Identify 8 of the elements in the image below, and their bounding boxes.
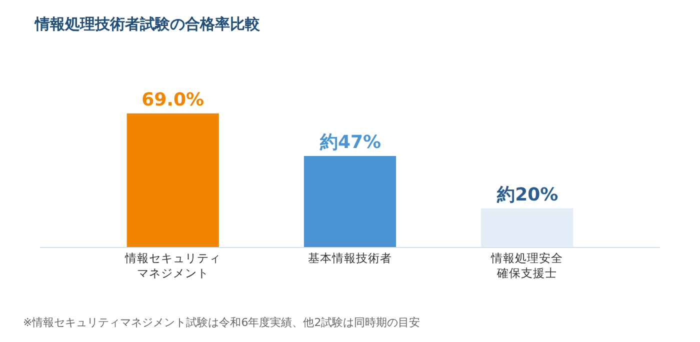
chart-title: 情報処理技術者試験の合格率比較 bbox=[34, 15, 261, 34]
x-tick-label: 情報処理安全確保支援士 bbox=[490, 250, 564, 280]
data-label: 約47% bbox=[318, 132, 382, 153]
x-tick-label: 基本情報技術者 bbox=[308, 250, 392, 265]
data-label: 約20% bbox=[496, 184, 558, 206]
data-label: 69.0% bbox=[142, 89, 204, 110]
x-tick-label: 情報セキュリティマネジメント bbox=[124, 250, 221, 280]
text: ※情報セキュリティマネジメント試験は令和6年度実績、他2試験は同時期の目安 bbox=[23, 316, 420, 329]
